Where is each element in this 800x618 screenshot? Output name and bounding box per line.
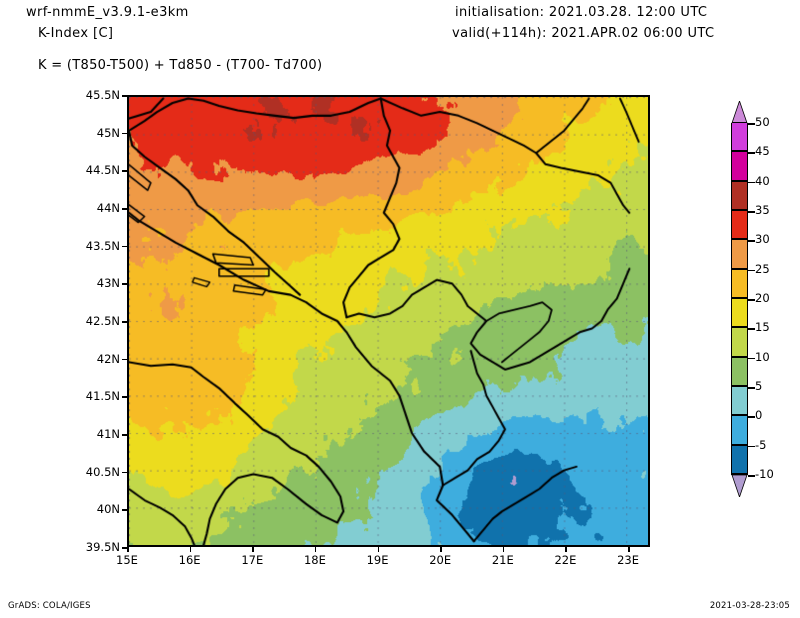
colorbar-band xyxy=(732,415,747,445)
colorbar-tick xyxy=(748,475,755,477)
y-axis-tick-label: 41.5N xyxy=(85,389,120,404)
model-title: wrf-nmmE_v3.9.1-e3km xyxy=(26,5,189,20)
formula-annotation: K = (T850-T500) + Td850 - (T700- Td700) xyxy=(38,58,323,73)
colorbar-under-cap xyxy=(731,474,748,499)
y-axis-tick xyxy=(122,245,127,248)
y-axis-tick xyxy=(122,358,127,361)
colorbar-band xyxy=(732,444,747,474)
x-axis-tick xyxy=(252,547,254,552)
y-axis-tick-label: 43.5N xyxy=(85,238,120,253)
x-axis-tick xyxy=(314,547,317,552)
field-title: K-Index [C] xyxy=(38,26,114,41)
k-index-heatmap xyxy=(129,97,648,545)
colorbar-tick-label: -10 xyxy=(755,467,774,481)
colorbar-tick-label: 25 xyxy=(755,261,770,276)
y-axis-tick xyxy=(122,547,127,549)
initialisation-time: initialisation: 2021.03.28. 12:00 UTC xyxy=(455,5,708,20)
colorbar-band xyxy=(732,268,747,298)
colorbar-band xyxy=(732,356,747,386)
y-axis-tick-label: 45N xyxy=(96,125,120,140)
colorbar-tick-label: 5 xyxy=(755,379,763,393)
grads-credit: GrADS: COLA/IGES xyxy=(8,601,91,611)
y-axis-tick xyxy=(122,208,127,210)
x-axis-tick xyxy=(502,547,505,552)
y-axis-tick xyxy=(122,132,127,135)
colorbar-tick-label: 10 xyxy=(755,349,770,364)
colorbar-band xyxy=(732,386,747,416)
x-axis-tick-label: 23E xyxy=(617,553,640,567)
colorbar-tick-label: 0 xyxy=(755,408,763,423)
colorbar-tick xyxy=(748,240,755,242)
colorbar-tick xyxy=(748,445,755,448)
x-axis-tick-label: 17E xyxy=(241,553,264,567)
x-axis-tick-label: 18E xyxy=(303,553,326,567)
colorbar-band xyxy=(732,239,747,269)
x-axis-tick xyxy=(377,547,380,552)
colorbar-tick xyxy=(748,152,755,154)
colorbar-band xyxy=(732,210,747,240)
colorbar-tick-label: 50 xyxy=(755,115,770,129)
colorbar-tick xyxy=(748,181,755,184)
x-axis-tick xyxy=(189,547,192,552)
y-axis-tick-label: 44N xyxy=(96,201,120,215)
x-axis-tick-label: 19E xyxy=(366,553,389,567)
colorbar[interactable] xyxy=(731,122,748,475)
colorbar-over-cap xyxy=(731,99,748,124)
x-axis-tick-label: 20E xyxy=(429,553,452,567)
colorbar-tick xyxy=(748,269,755,272)
y-axis-tick-label: 40.5N xyxy=(85,464,120,479)
y-axis-tick xyxy=(122,434,127,436)
y-axis-tick xyxy=(122,95,127,97)
colorbar-band xyxy=(732,180,747,210)
y-axis-tick xyxy=(122,396,127,398)
x-axis-tick-label: 15E xyxy=(116,553,138,567)
x-axis-tick xyxy=(565,547,567,552)
y-axis-tick xyxy=(122,283,127,285)
colorbar-tick xyxy=(748,123,755,125)
y-axis-tick-label: 44.5N xyxy=(85,163,120,178)
y-axis-tick-label: 42N xyxy=(96,351,120,366)
x-axis-tick xyxy=(440,547,442,552)
colorbar-band xyxy=(732,327,747,357)
y-axis-tick xyxy=(122,170,127,172)
x-axis-tick-label: 21E xyxy=(491,553,514,567)
y-axis-tick-label: 45.5N xyxy=(85,88,120,102)
y-axis-tick xyxy=(122,509,127,511)
colorbar-tick-label: 20 xyxy=(755,291,770,305)
colorbar-tick xyxy=(748,328,755,330)
x-axis-tick-label: 16E xyxy=(178,553,201,567)
colorbar-band xyxy=(732,298,747,328)
colorbar-tick-label: 45 xyxy=(755,144,770,159)
colorbar-tick-label: 40 xyxy=(755,173,770,188)
colorbar-tick xyxy=(748,211,755,213)
y-axis-tick-label: 39.5N xyxy=(85,540,120,554)
y-axis-tick xyxy=(122,471,127,474)
colorbar-tick-label: 15 xyxy=(755,320,770,335)
valid-time: valid(+114h): 2021.APR.02 06:00 UTC xyxy=(452,26,715,41)
y-axis-tick xyxy=(122,321,127,323)
colorbar-tick-label: 30 xyxy=(755,232,770,247)
y-axis-tick-label: 42.5N xyxy=(85,314,120,328)
x-axis-tick-label: 22E xyxy=(554,553,577,567)
colorbar-tick xyxy=(748,357,755,360)
x-axis-tick xyxy=(127,547,129,552)
map-plot-area xyxy=(127,95,650,547)
x-axis-tick xyxy=(628,547,630,552)
colorbar-tick-label: 35 xyxy=(755,203,770,217)
colorbar-tick-label: -5 xyxy=(755,437,767,452)
colorbar-tick xyxy=(748,387,755,389)
colorbar-band xyxy=(732,151,747,181)
colorbar-tick xyxy=(748,416,755,418)
render-timestamp: 2021-03-28-23:05 xyxy=(709,601,790,611)
y-axis-tick-label: 40N xyxy=(96,502,120,517)
colorbar-band xyxy=(732,122,747,152)
y-axis-tick-label: 41N xyxy=(96,427,120,441)
y-axis-tick-label: 43N xyxy=(96,276,120,291)
colorbar-tick xyxy=(748,299,755,301)
